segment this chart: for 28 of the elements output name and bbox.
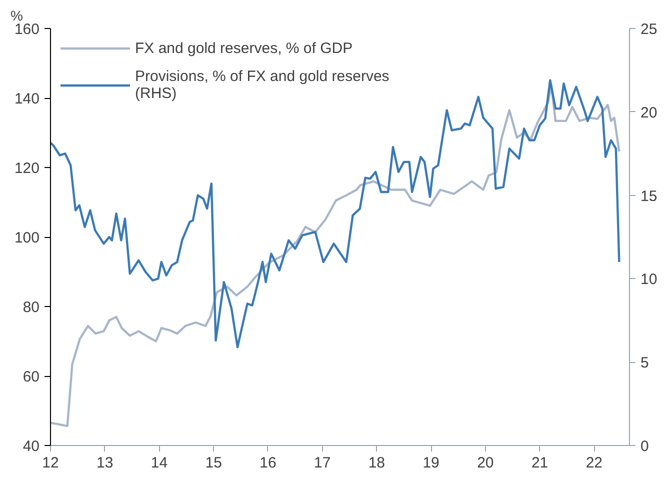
y2-tick-label: 0 (640, 438, 649, 455)
y-axis-title: % (10, 8, 23, 24)
x-tick-label: 19 (422, 454, 440, 472)
y-tick-label: 120 (14, 160, 40, 177)
legend-label: FX and gold reserves, % of GDP (135, 40, 353, 56)
y-tick-label: 140 (14, 90, 40, 108)
y-tick-label: 100 (14, 230, 40, 246)
y2-tick-label: 5 (640, 354, 649, 372)
y-tick-label: 80 (22, 299, 40, 316)
line-series (50, 84, 620, 428)
x-tick-label: 12 (42, 454, 59, 472)
x-tick-label: 18 (368, 454, 386, 472)
y2-tick-label: 15 (640, 188, 658, 205)
x-tick-label: 14 (150, 454, 168, 472)
legend-label: Provisions, % of FX and gold reserves (RHS) (135, 68, 390, 102)
x-tick-label: 15 (205, 454, 222, 472)
x-tick-label: 16 (260, 454, 276, 472)
y2-tick-label: 20 (640, 104, 658, 122)
y-tick-label: 160 (14, 21, 40, 38)
y2-tick-label: 10 (640, 271, 658, 288)
x-tick-label: 17 (314, 454, 331, 472)
x-tick-label: 20 (477, 454, 494, 472)
y2-tick-label: 25 (640, 21, 658, 38)
y-tick-label: 40 (22, 438, 40, 455)
x-tick-label: 22 (586, 454, 603, 472)
x-tick-label: 13 (96, 454, 114, 472)
y-tick-label: 60 (22, 368, 40, 386)
x-tick-label: 21 (531, 454, 548, 472)
